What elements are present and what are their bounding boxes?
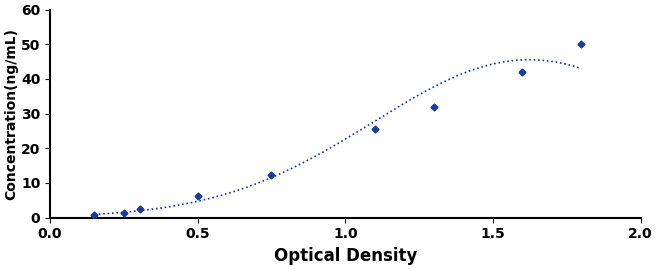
X-axis label: Optical Density: Optical Density	[273, 247, 417, 265]
Y-axis label: Concentration(ng/mL): Concentration(ng/mL)	[4, 28, 18, 200]
